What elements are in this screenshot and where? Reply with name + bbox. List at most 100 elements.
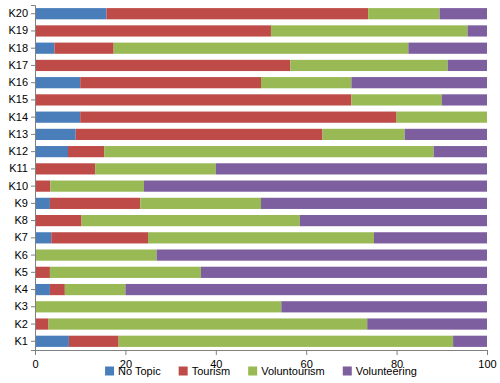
bar-segment [322, 129, 404, 140]
x-axis-line [36, 351, 488, 356]
bar-segment [216, 163, 487, 174]
bar-segment [35, 129, 76, 140]
x-tick-label: 100 [478, 358, 496, 370]
bar-segment [114, 43, 409, 54]
y-axis-line [31, 6, 36, 351]
legend-swatch [105, 367, 114, 376]
y-tick: K10 [8, 180, 35, 192]
bar-segment [54, 43, 113, 54]
bar-segment [35, 301, 281, 312]
y-tick-mark [31, 99, 35, 100]
bar-segment [35, 318, 49, 329]
bar-segment [368, 8, 439, 19]
bar-segment [35, 25, 271, 36]
x-tick-mark [487, 350, 488, 355]
bar-segment [69, 336, 119, 347]
y-tick-label: K3 [15, 300, 28, 312]
legend-item: Volunteering [343, 365, 417, 377]
bar-segment [50, 284, 65, 295]
y-tick-label: K9 [15, 197, 28, 209]
bar-segment [35, 267, 50, 278]
y-tick-label: K2 [15, 318, 28, 330]
y-tick-mark [31, 48, 35, 49]
bar-segment [281, 301, 487, 312]
y-tick-label: K19 [8, 24, 28, 36]
bar-segment [95, 163, 216, 174]
bar-segment [148, 232, 374, 243]
bar-segment [35, 249, 157, 260]
y-tick: K12 [8, 145, 35, 157]
y-tick: K2 [15, 318, 35, 330]
bar-segment [290, 60, 447, 71]
y-tick: K3 [15, 300, 35, 312]
bar-segment [104, 146, 434, 157]
bar-segment [35, 60, 290, 71]
bar-segment [68, 146, 104, 157]
bar-segment [80, 112, 396, 123]
bar-segment [51, 232, 148, 243]
bar-segment [351, 94, 441, 105]
y-tick-mark [31, 134, 35, 135]
bar-segment [140, 198, 261, 209]
bar-segment [106, 8, 368, 19]
bar-segment [442, 94, 487, 105]
y-tick: K8 [15, 214, 35, 226]
y-tick-mark [31, 289, 35, 290]
bar-segment [35, 77, 80, 88]
bar-segment [80, 77, 261, 88]
y-tick-label: K4 [15, 283, 28, 295]
bar-segment [144, 181, 487, 192]
bar-segment [35, 232, 51, 243]
y-tick-mark [31, 168, 35, 169]
bar-segment [374, 232, 487, 243]
y-tick-label: K20 [8, 7, 28, 19]
legend-label: Tourism [192, 365, 231, 377]
y-tick-mark [31, 82, 35, 83]
bar-segment [434, 146, 487, 157]
legend-label: No Topic [118, 365, 161, 377]
bar-segment [157, 249, 487, 260]
y-tick-mark [31, 237, 35, 238]
bar-segment [35, 215, 82, 226]
bar-segment [487, 112, 488, 123]
y-tick: K19 [8, 24, 35, 36]
y-tick-label: K6 [15, 249, 28, 261]
x-tick-mark [397, 350, 398, 355]
legend-item: No Topic [105, 365, 161, 377]
y-tick: K17 [8, 59, 35, 71]
y-tick: K5 [15, 266, 35, 278]
bar-segment [35, 284, 50, 295]
x-tick-label: 0 [32, 358, 38, 370]
y-tick-label: K13 [8, 128, 28, 140]
y-tick-label: K12 [8, 145, 28, 157]
y-tick-mark [31, 186, 35, 187]
bar-segment [300, 215, 487, 226]
legend-item: Tourism [179, 365, 231, 377]
y-tick-mark [31, 306, 35, 307]
y-tick-mark [31, 203, 35, 204]
bar-segment [448, 60, 487, 71]
bar-segment [201, 267, 487, 278]
y-tick: K15 [8, 93, 35, 105]
y-tick-mark [31, 65, 35, 66]
bar-segment [82, 215, 300, 226]
y-tick: K11 [9, 162, 35, 174]
bar-segment [468, 25, 487, 36]
y-tick-label: K1 [15, 335, 28, 347]
y-tick-mark [31, 13, 35, 14]
y-tick: K7 [15, 231, 35, 243]
bar-segment [440, 8, 487, 19]
bar-segment [35, 112, 80, 123]
bar-segment [367, 318, 487, 329]
y-tick-label: K16 [8, 76, 28, 88]
y-tick: K13 [8, 128, 35, 140]
bar-segment [50, 198, 140, 209]
x-tick: 100 [478, 350, 496, 370]
legend-swatch [248, 367, 257, 376]
y-tick: K20 [8, 7, 35, 19]
bar-segment [35, 181, 50, 192]
bar-segment [49, 318, 368, 329]
bars [35, 8, 487, 347]
x-tick-mark [306, 350, 307, 355]
bar-segment [35, 8, 106, 19]
